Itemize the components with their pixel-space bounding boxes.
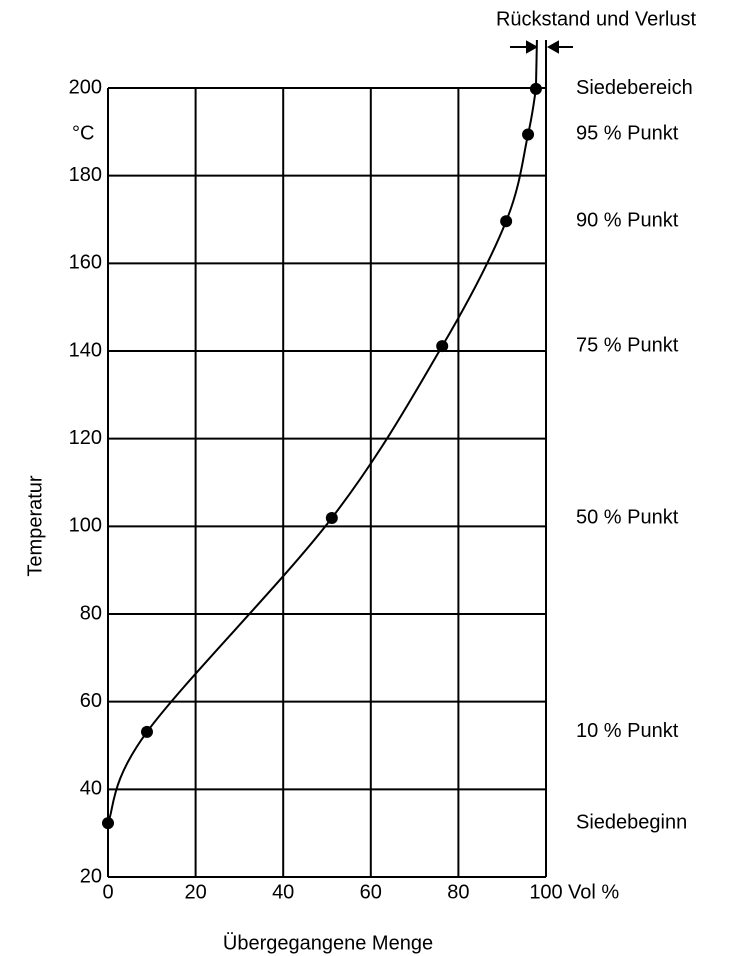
- x-tick-label: 60: [360, 881, 382, 903]
- point: [102, 817, 114, 830]
- x-tick-label: 40: [272, 881, 294, 903]
- y-tick-label: 80: [80, 602, 102, 624]
- point-label: 10 % Punkt: [576, 720, 679, 742]
- y-tick-label: 120: [69, 427, 102, 449]
- y-tick-label: 20: [80, 865, 102, 887]
- x-tick-label: 20: [184, 881, 206, 903]
- point: [500, 215, 513, 228]
- point-label: 95 % Punkt: [576, 123, 679, 145]
- x-tick-label: 100: [529, 881, 562, 903]
- point: [522, 128, 535, 141]
- point-label: 50 % Punkt: [576, 506, 679, 528]
- y-axis-label: Temperatur: [24, 475, 46, 576]
- annotation: Rückstand und Verlust: [496, 8, 697, 30]
- point-label: Siedebereich: [576, 77, 693, 99]
- x-unit: Vol %: [568, 881, 619, 903]
- point: [436, 340, 449, 353]
- point-label: 75 % Punkt: [576, 334, 679, 356]
- y-tick-label: 200: [69, 76, 102, 98]
- y-tick-label: 180: [69, 164, 102, 186]
- x-axis-label: Übergegangene Menge: [223, 932, 433, 954]
- x-tick-label: 80: [447, 881, 469, 903]
- point: [529, 82, 542, 95]
- y-unit: °C: [72, 122, 94, 144]
- y-tick-label: 160: [69, 252, 102, 274]
- y-tick-label: 100: [69, 515, 102, 537]
- point: [325, 512, 338, 525]
- point: [140, 725, 153, 738]
- y-tick-label: 40: [80, 778, 102, 800]
- point-label: 90 % Punkt: [576, 210, 679, 232]
- x-tick-label: 0: [102, 881, 113, 903]
- y-tick-label: 60: [80, 690, 102, 712]
- y-tick-label: 140: [69, 339, 102, 361]
- curve-extension: [534, 39, 538, 89]
- point-label: Siedebeginn: [576, 811, 687, 833]
- curve: [107, 88, 537, 824]
- residue-arrows: [510, 40, 573, 54]
